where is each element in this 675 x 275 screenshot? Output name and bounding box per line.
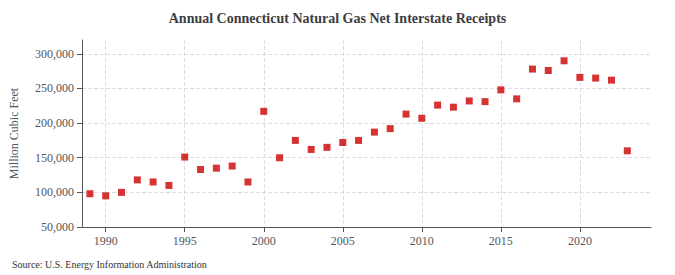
svg-text:300,000: 300,000 [35, 47, 74, 61]
svg-text:200,000: 200,000 [35, 116, 74, 130]
svg-text:2000: 2000 [252, 234, 276, 248]
svg-text:250,000: 250,000 [35, 81, 74, 95]
svg-text:1995: 1995 [173, 234, 197, 248]
svg-text:Annual Connecticut Natural Gas: Annual Connecticut Natural Gas Net Inter… [169, 11, 507, 26]
svg-text:2015: 2015 [489, 234, 513, 248]
svg-text:1990: 1990 [94, 234, 118, 248]
svg-text:Source: U.S. Energy Informatio: Source: U.S. Energy Information Administ… [12, 259, 207, 270]
svg-text:2020: 2020 [568, 234, 592, 248]
svg-text:50,000: 50,000 [41, 220, 74, 234]
svg-text:2010: 2010 [410, 234, 434, 248]
svg-text:2005: 2005 [331, 234, 355, 248]
svg-text:Million Cubic Feet: Million Cubic Feet [7, 87, 21, 179]
svg-text:150,000: 150,000 [35, 151, 74, 165]
svg-text:100,000: 100,000 [35, 185, 74, 199]
